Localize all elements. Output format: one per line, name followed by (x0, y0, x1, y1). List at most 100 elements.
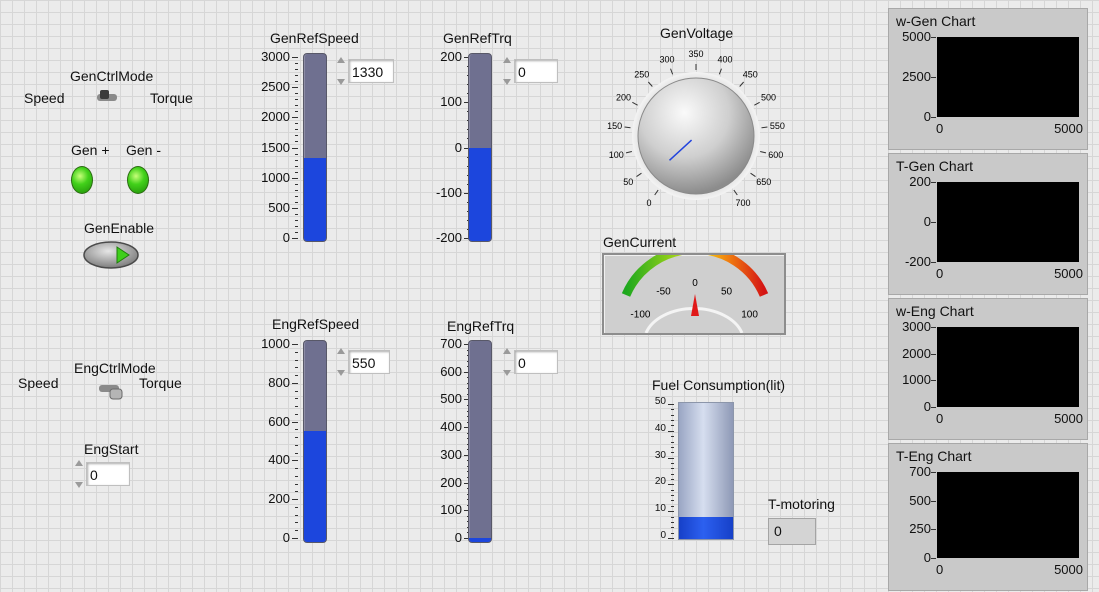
spinner-icon[interactable] (336, 57, 346, 85)
chart-panel[interactable]: w-Eng Chart 3000 2000 1000 0 0 5000 (888, 298, 1088, 440)
gen-current-dial: -100 -50 0 50 100 (621, 244, 769, 334)
eng-ref-speed-input[interactable]: 550 (348, 350, 390, 374)
knob-tick (739, 81, 745, 87)
gen-voltage-title: GenVoltage (660, 25, 734, 41)
chart-plot-area[interactable] (937, 472, 1079, 558)
gen-ref-trq-input[interactable]: 0 (514, 59, 558, 83)
gen-ctrl-mode-title: GenCtrlMode (70, 68, 154, 84)
eng-ref-speed-control[interactable]: 550 (336, 348, 390, 376)
eng-ref-trq-control[interactable]: 0 (502, 348, 558, 376)
gauge-tick-label: 100 (741, 310, 758, 321)
gen-ref-speed-slider[interactable] (303, 53, 327, 242)
eng-ref-trq-slider[interactable] (468, 340, 492, 543)
fuel-level-fill (679, 517, 733, 539)
scale-tick-label: 2500 (261, 79, 290, 95)
scale-tick-label: 10 (654, 503, 666, 515)
gauge-tick-label: 50 (721, 286, 733, 297)
scale-tick (292, 538, 298, 539)
chart-panel[interactable]: w-Gen Chart 5000 2500 0 0 5000 (888, 8, 1088, 150)
knob-tick-label: 400 (717, 54, 732, 64)
eng-start-control[interactable]: 0 (74, 460, 130, 488)
eng-ctrl-mode-toggle[interactable] (96, 380, 126, 402)
scale-tick (464, 427, 470, 429)
knob-tick-label: 150 (607, 121, 622, 131)
chart-plot-area[interactable] (937, 37, 1079, 117)
knob-tick-label: 450 (743, 70, 758, 80)
scale-minor-tick (671, 446, 674, 448)
chart-title: w-Eng Chart (896, 303, 974, 319)
scale-tick (292, 147, 298, 149)
scale-minor-tick (295, 201, 298, 203)
scale-tick-label: 2000 (261, 109, 290, 125)
scale-minor-tick (671, 521, 674, 523)
knob-tick-label: 300 (659, 54, 674, 64)
scale-minor-tick (295, 390, 298, 392)
chart-y-tick-label: 0 (923, 399, 931, 414)
scale-minor-tick (295, 413, 298, 415)
gen-ref-trq-control[interactable]: 0 (502, 57, 558, 85)
gen-enable-button[interactable] (82, 240, 140, 270)
eng-start-input[interactable]: 0 (86, 462, 130, 486)
chart-y-tick-label: 3000 (902, 319, 931, 334)
scale-minor-tick (295, 165, 298, 167)
gen-ref-trq-slider[interactable] (468, 53, 492, 242)
eng-ref-speed-slider[interactable] (303, 340, 327, 543)
knob-tick-label: 500 (761, 93, 776, 103)
scale-minor-tick (295, 219, 298, 221)
chart-y-tick (931, 500, 936, 502)
scale-minor-tick (671, 473, 674, 475)
spinner-icon[interactable] (336, 348, 346, 376)
chart-panel[interactable]: T-Eng Chart 700 500 250 0 0 5000 (888, 443, 1088, 591)
chart-y-tick (931, 327, 936, 328)
scale-minor-tick (295, 63, 298, 65)
slider-fill (304, 158, 326, 241)
gen-voltage-knob[interactable]: 0 50 100 150 200 250 300 350 400 450 500 550 600 650 7… (590, 42, 800, 222)
chart-panel[interactable]: T-Gen Chart 200 0 -200 0 5000 (888, 153, 1088, 295)
chart-y-tick-label: 1000 (902, 372, 931, 388)
scale-minor-tick (295, 437, 298, 439)
chart-plot-area[interactable] (937, 182, 1079, 262)
gen-minus-led-icon (127, 166, 149, 194)
scale-tick-label: 600 (440, 363, 462, 379)
knob-tick (750, 172, 756, 177)
chart-plot-area[interactable] (937, 327, 1079, 407)
scale-minor-tick (295, 522, 298, 524)
scale-minor-tick (671, 505, 674, 507)
toggle-switch-icon (99, 385, 123, 400)
scale-minor-tick (671, 495, 674, 497)
scale-minor-tick (295, 135, 298, 137)
slider-fill (469, 538, 491, 542)
knob-tick (754, 101, 760, 106)
scale-tick-label: 100 (440, 94, 462, 110)
scale-tick-label: -200 (435, 230, 462, 245)
fuel-title: Fuel Consumption(lit) (652, 377, 786, 393)
scale-tick (464, 538, 470, 539)
chart-title: T-Gen Chart (896, 158, 974, 174)
spinner-icon[interactable] (502, 348, 512, 376)
scale-tick-label: 1500 (261, 139, 290, 155)
eng-ref-trq-input[interactable]: 0 (514, 350, 558, 374)
gen-ctrl-mode-torque-label: Torque (150, 90, 193, 106)
gauge-tick-label: 0 (692, 278, 698, 289)
gen-ref-speed-control[interactable]: 1330 (336, 57, 394, 85)
scale-tick (464, 510, 470, 512)
chart-y-tick-label: 500 (909, 492, 931, 508)
scale-minor-tick (295, 375, 298, 377)
scale-tick (464, 454, 470, 456)
gen-current-gauge: -100 -50 0 50 100 (602, 244, 786, 335)
scale-tick-label: 700 (440, 336, 462, 351)
gen-ctrl-mode-toggle[interactable] (95, 88, 119, 104)
scale-tick-label: 0 (282, 230, 290, 245)
eng-ref-speed-title: EngRefSpeed (272, 316, 360, 332)
scale-minor-tick (671, 527, 674, 529)
knob-tick-label: 250 (634, 70, 649, 80)
chart-y-tick-label: 5000 (902, 29, 931, 44)
scale-tick (668, 457, 674, 459)
scale-minor-tick (671, 414, 674, 416)
spinner-icon[interactable] (74, 460, 84, 488)
eng-ctrl-mode-speed-label: Speed (18, 375, 59, 391)
scale-minor-tick (295, 69, 298, 71)
scale-tick (292, 460, 298, 462)
spinner-icon[interactable] (502, 57, 512, 85)
gen-ref-speed-input[interactable]: 1330 (348, 59, 394, 83)
